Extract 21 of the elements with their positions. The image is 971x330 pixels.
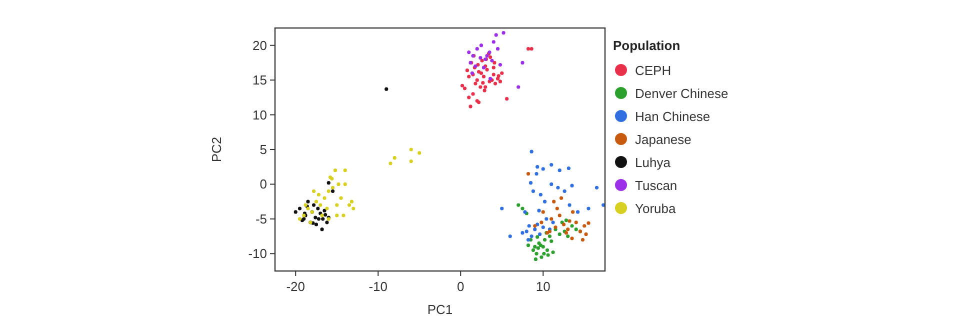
y-tick-label: 15 bbox=[252, 72, 267, 88]
legend-label: Tuscan bbox=[635, 178, 678, 193]
y-tick-label: 0 bbox=[260, 176, 267, 192]
x-tick-label: 10 bbox=[536, 279, 550, 294]
y-tick-label: -10 bbox=[248, 246, 267, 262]
legend-label: Denver Chinese bbox=[635, 86, 728, 101]
y-tick-label: 10 bbox=[252, 107, 267, 122]
x-tick-label: 0 bbox=[457, 279, 464, 294]
legend-title: Population bbox=[613, 38, 680, 53]
x-axis-title: PC1 bbox=[427, 302, 453, 317]
legend-label: Japanese bbox=[635, 132, 692, 147]
x-tick-label: -20 bbox=[286, 279, 306, 294]
y-tick-label: 5 bbox=[260, 142, 267, 157]
x-tick-label: -10 bbox=[368, 279, 388, 294]
y-axis-title: PC2 bbox=[209, 136, 224, 162]
legend-label: Luhya bbox=[635, 155, 672, 170]
legend-label: Han Chinese bbox=[635, 109, 710, 124]
legend-label: CEPH bbox=[635, 63, 672, 78]
y-tick-label: -5 bbox=[255, 211, 267, 226]
y-tick-label: 20 bbox=[252, 38, 267, 53]
legend-label: Yoruba bbox=[635, 201, 676, 216]
